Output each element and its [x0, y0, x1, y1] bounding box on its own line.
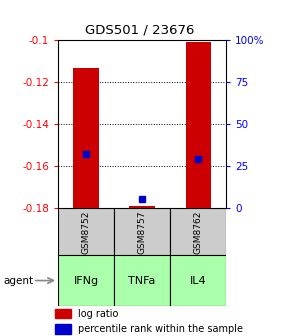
Bar: [114, 208, 170, 255]
Text: GSM8752: GSM8752: [81, 210, 90, 254]
Bar: [186, 42, 211, 208]
Text: GSM8762: GSM8762: [194, 210, 203, 254]
Text: GSM8757: GSM8757: [137, 210, 147, 254]
Bar: [114, 255, 170, 306]
Text: percentile rank within the sample: percentile rank within the sample: [78, 324, 243, 334]
Bar: [55, 309, 71, 319]
Bar: [73, 68, 99, 208]
Bar: [58, 255, 114, 306]
Bar: [170, 208, 226, 255]
Bar: [170, 255, 226, 306]
Text: IL4: IL4: [190, 276, 206, 286]
Text: agent: agent: [3, 276, 33, 286]
Bar: [58, 208, 114, 255]
Bar: [55, 324, 71, 334]
Text: GDS501 / 23676: GDS501 / 23676: [84, 24, 194, 37]
Text: IFNg: IFNg: [73, 276, 99, 286]
Text: log ratio: log ratio: [78, 309, 118, 319]
Bar: [130, 206, 155, 208]
Text: TNFa: TNFa: [128, 276, 156, 286]
